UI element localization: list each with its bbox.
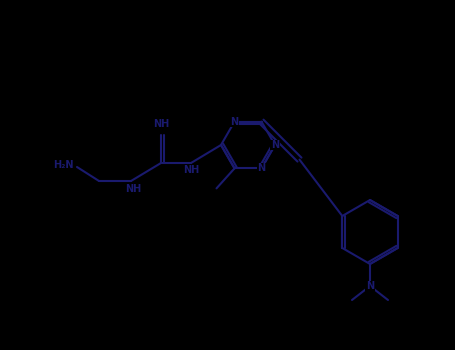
- Text: NH: NH: [183, 165, 199, 175]
- Text: N: N: [258, 163, 266, 173]
- Text: N: N: [366, 281, 374, 291]
- Text: H₂N: H₂N: [53, 160, 73, 170]
- Text: NH: NH: [153, 119, 169, 129]
- Text: N: N: [271, 140, 279, 150]
- Text: N: N: [230, 117, 238, 127]
- Text: NH: NH: [125, 184, 141, 194]
